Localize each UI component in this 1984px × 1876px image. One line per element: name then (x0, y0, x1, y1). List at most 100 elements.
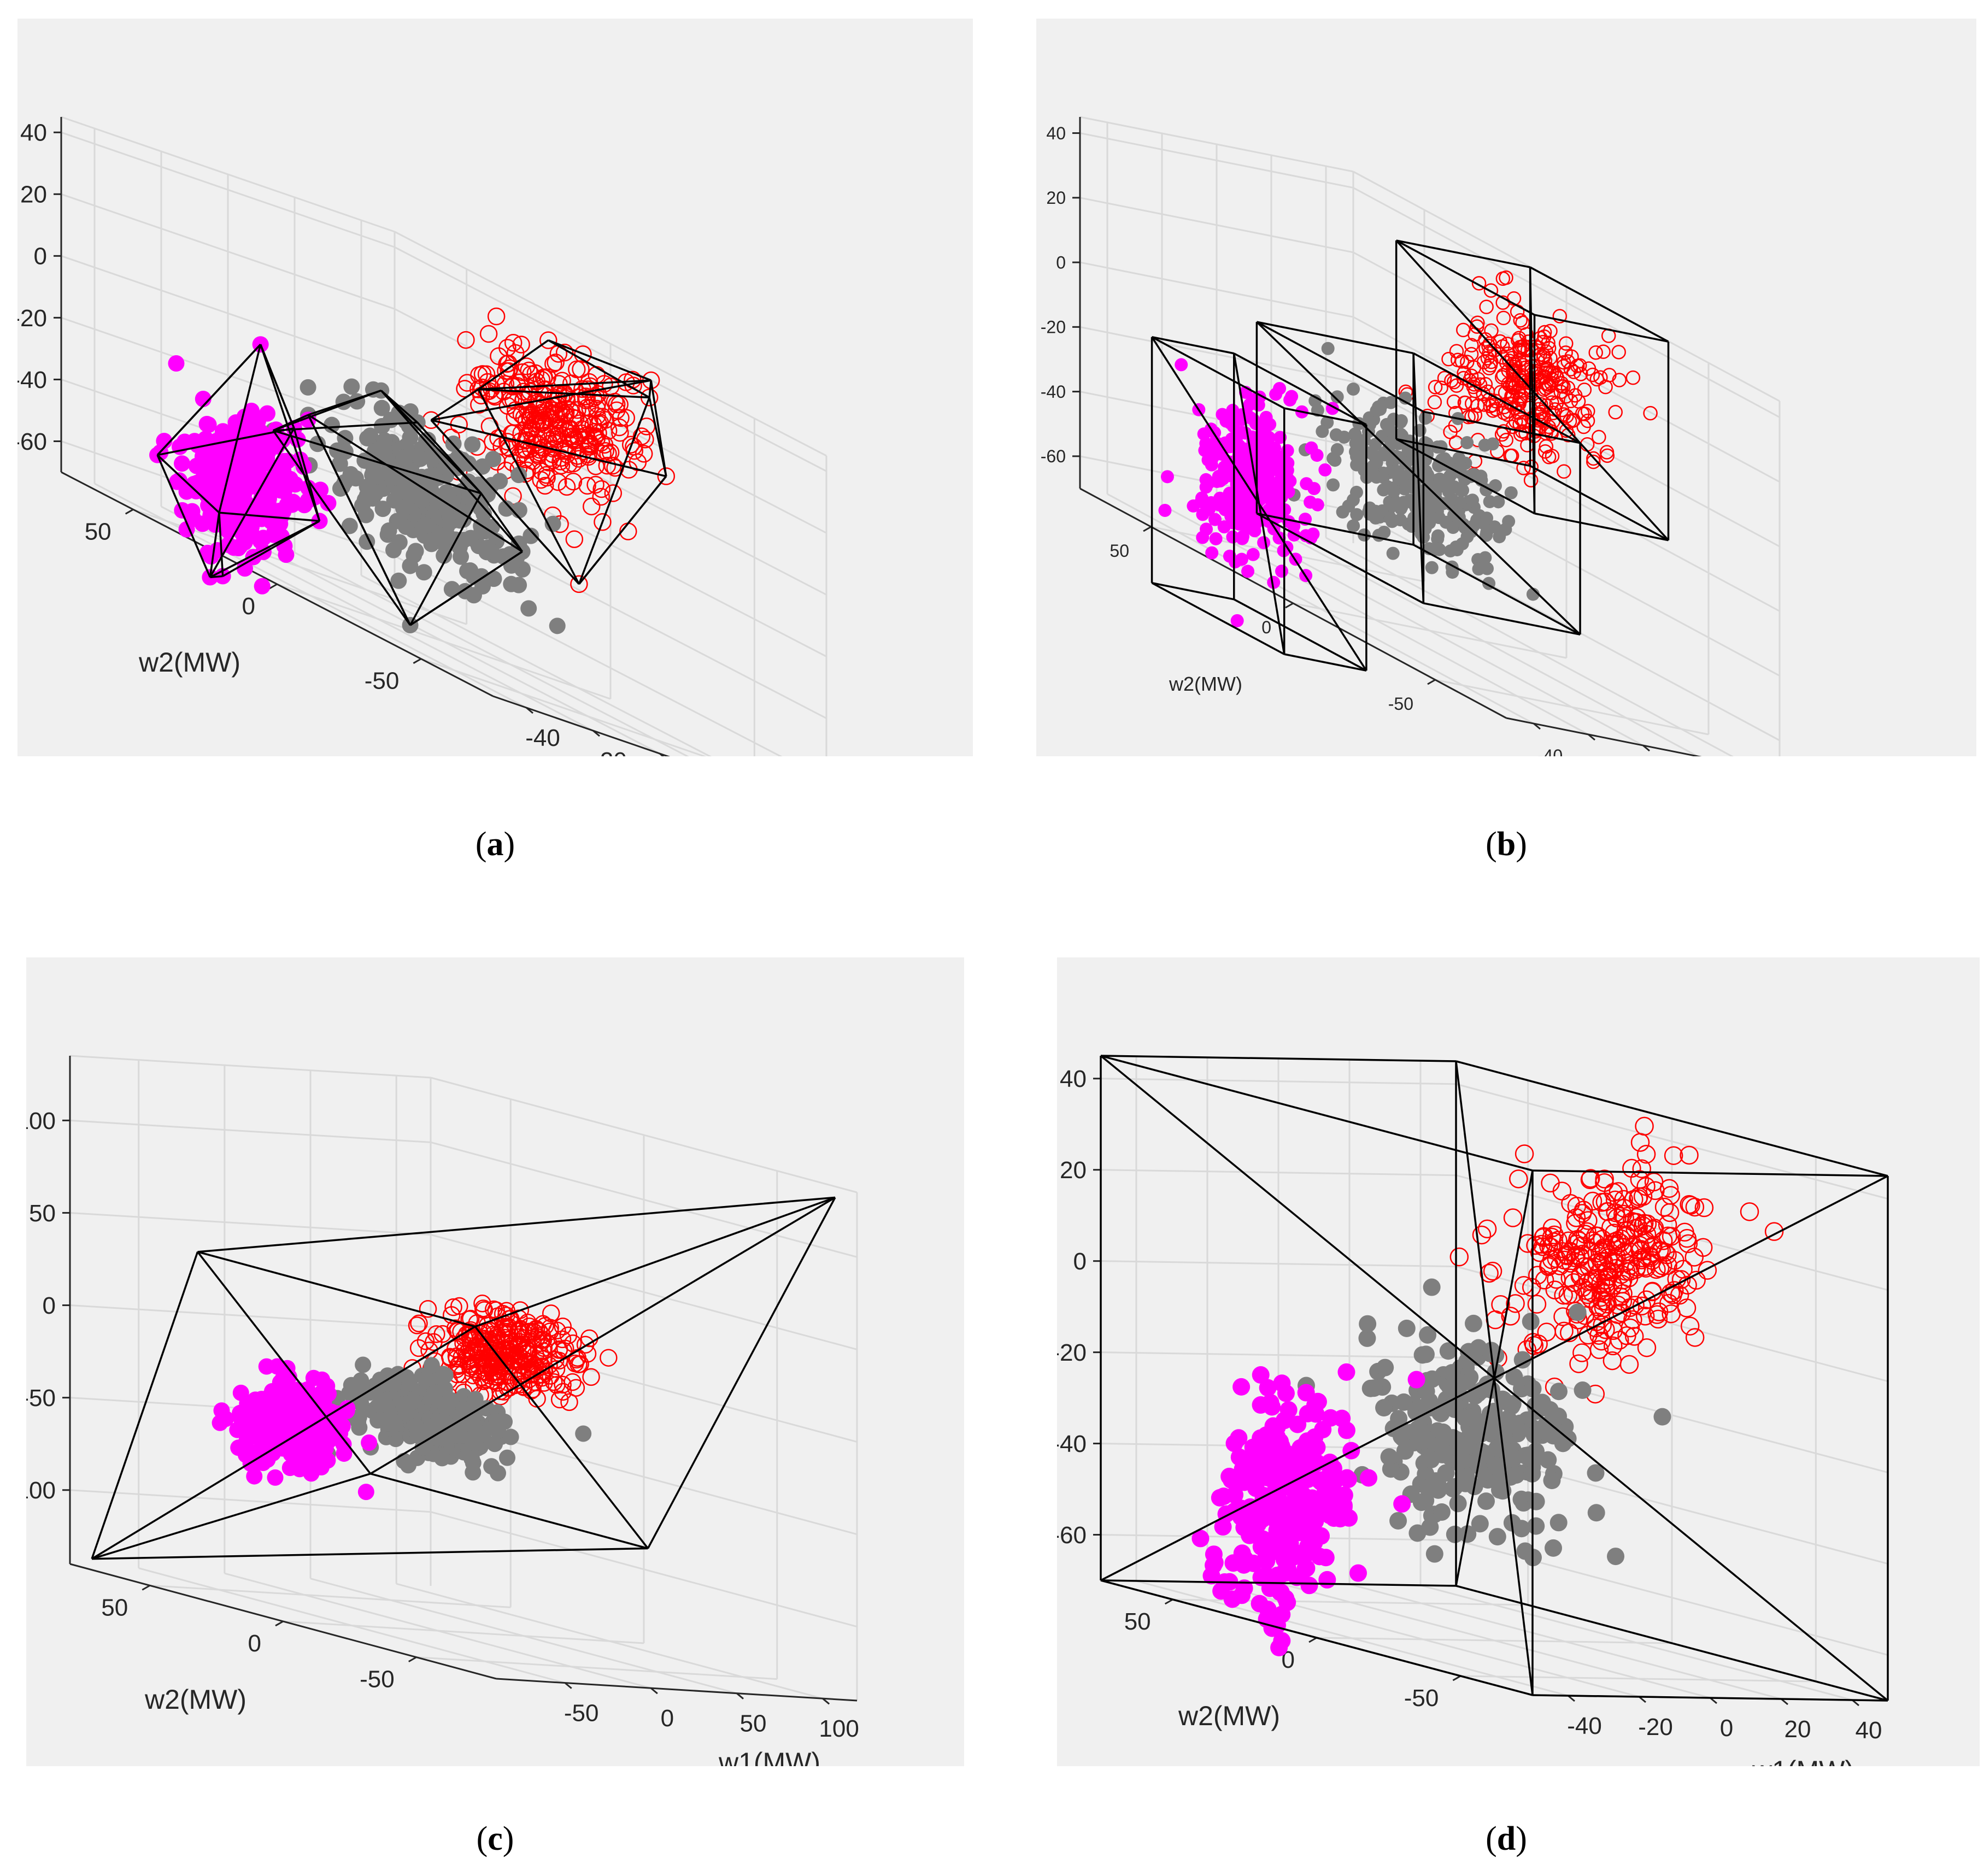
data-point (1294, 1463, 1312, 1481)
caption-c: (c) (476, 1820, 514, 1857)
data-point (1480, 1263, 1499, 1283)
hull-edge (197, 1251, 372, 1474)
hull-edge (259, 344, 321, 521)
y-tick-label: 50 (85, 518, 111, 545)
data-point (1488, 1528, 1506, 1546)
data-point (1413, 1422, 1431, 1440)
data-point (1522, 1313, 1540, 1331)
data-point (1222, 466, 1236, 479)
data-point (1465, 1411, 1483, 1429)
data-point (395, 449, 412, 466)
data-point (195, 390, 212, 407)
x-tick-mark (1642, 744, 1650, 752)
data-point (1516, 1542, 1534, 1560)
data-point (1671, 1270, 1691, 1289)
y-axis-label: w2(MW) (1169, 673, 1242, 695)
data-point (535, 380, 553, 399)
hull-edge (474, 1196, 836, 1328)
data-point (547, 354, 565, 372)
y-axis-label: w2(MW) (138, 647, 240, 678)
data-point (171, 472, 188, 489)
data-point (438, 467, 455, 484)
data-point (478, 544, 495, 561)
data-point (1484, 323, 1499, 338)
data-point (514, 1324, 533, 1342)
data-point (518, 431, 536, 449)
data-point (1439, 515, 1453, 529)
data-point (1592, 1192, 1611, 1212)
series-2 (1287, 342, 1540, 601)
x-tick-mark (1533, 722, 1541, 730)
data-point (1611, 1287, 1630, 1307)
data-point (1622, 1158, 1641, 1178)
data-point (498, 397, 517, 415)
data-point (1278, 1455, 1296, 1473)
data-point (579, 445, 597, 463)
data-point (535, 1350, 553, 1368)
data-point (1522, 1278, 1541, 1297)
data-point (1541, 379, 1557, 394)
data-point (1398, 1319, 1416, 1337)
data-point (500, 362, 518, 380)
data-point (1380, 417, 1393, 431)
data-point (1310, 449, 1324, 462)
data-point (1604, 1321, 1623, 1340)
data-point (1460, 436, 1474, 450)
x-tick-label: 20 (1785, 1716, 1811, 1743)
data-point (464, 436, 481, 453)
data-point (1158, 503, 1172, 517)
y-tick-label: 50 (1110, 541, 1129, 561)
data-point (1698, 1261, 1717, 1280)
data-point (1539, 1451, 1557, 1469)
data-point (1571, 394, 1586, 409)
data-point (1453, 496, 1467, 509)
data-point (476, 1336, 494, 1354)
z-tick-label: -20 (1041, 317, 1066, 337)
data-point (1310, 1471, 1328, 1489)
data-point (1591, 1301, 1610, 1320)
data-point (492, 1324, 510, 1343)
data-point (544, 515, 561, 532)
x-tick-mark (564, 1682, 572, 1689)
grid-line (430, 1511, 858, 1628)
data-point (657, 467, 676, 485)
hull-edge (91, 1326, 476, 1560)
data-point (1437, 371, 1452, 386)
data-point (502, 1428, 519, 1445)
data-point (1647, 1305, 1667, 1324)
hull-edge (272, 430, 411, 626)
data-point (353, 1372, 369, 1389)
data-point (343, 378, 360, 395)
data-point (380, 522, 397, 539)
hull-edge (380, 390, 523, 552)
data-point (369, 468, 386, 485)
data-point (1337, 1421, 1355, 1439)
data-point (1269, 1616, 1287, 1634)
data-point (1637, 1338, 1657, 1357)
data-point (1439, 1342, 1457, 1360)
data-point (435, 1366, 451, 1383)
data-point (1238, 1452, 1257, 1470)
data-point (1660, 1203, 1680, 1222)
data-point (300, 379, 316, 396)
data-point (1226, 1486, 1244, 1504)
data-point (1337, 1363, 1355, 1381)
data-point (1264, 1531, 1282, 1549)
data-point (1375, 504, 1389, 517)
data-point (396, 1452, 413, 1469)
data-point (419, 1300, 437, 1318)
hull-wireframe (91, 1196, 836, 1560)
data-point (341, 517, 358, 534)
data-point (516, 450, 535, 468)
data-point (1493, 385, 1508, 399)
hull-edge (1100, 1579, 1457, 1587)
data-point (520, 600, 537, 617)
data-point (1505, 1368, 1523, 1386)
data-point (1429, 543, 1442, 556)
data-point (1677, 1298, 1697, 1318)
chart-panel-c: -50 0 50 100 -50 0 50 -100 -50 0 50 100 w1(MW) w2(MW)… (26, 957, 964, 1766)
data-point (1624, 1327, 1644, 1346)
data-point (617, 409, 636, 427)
data-point (1317, 1549, 1335, 1567)
hull-edge (650, 380, 667, 477)
